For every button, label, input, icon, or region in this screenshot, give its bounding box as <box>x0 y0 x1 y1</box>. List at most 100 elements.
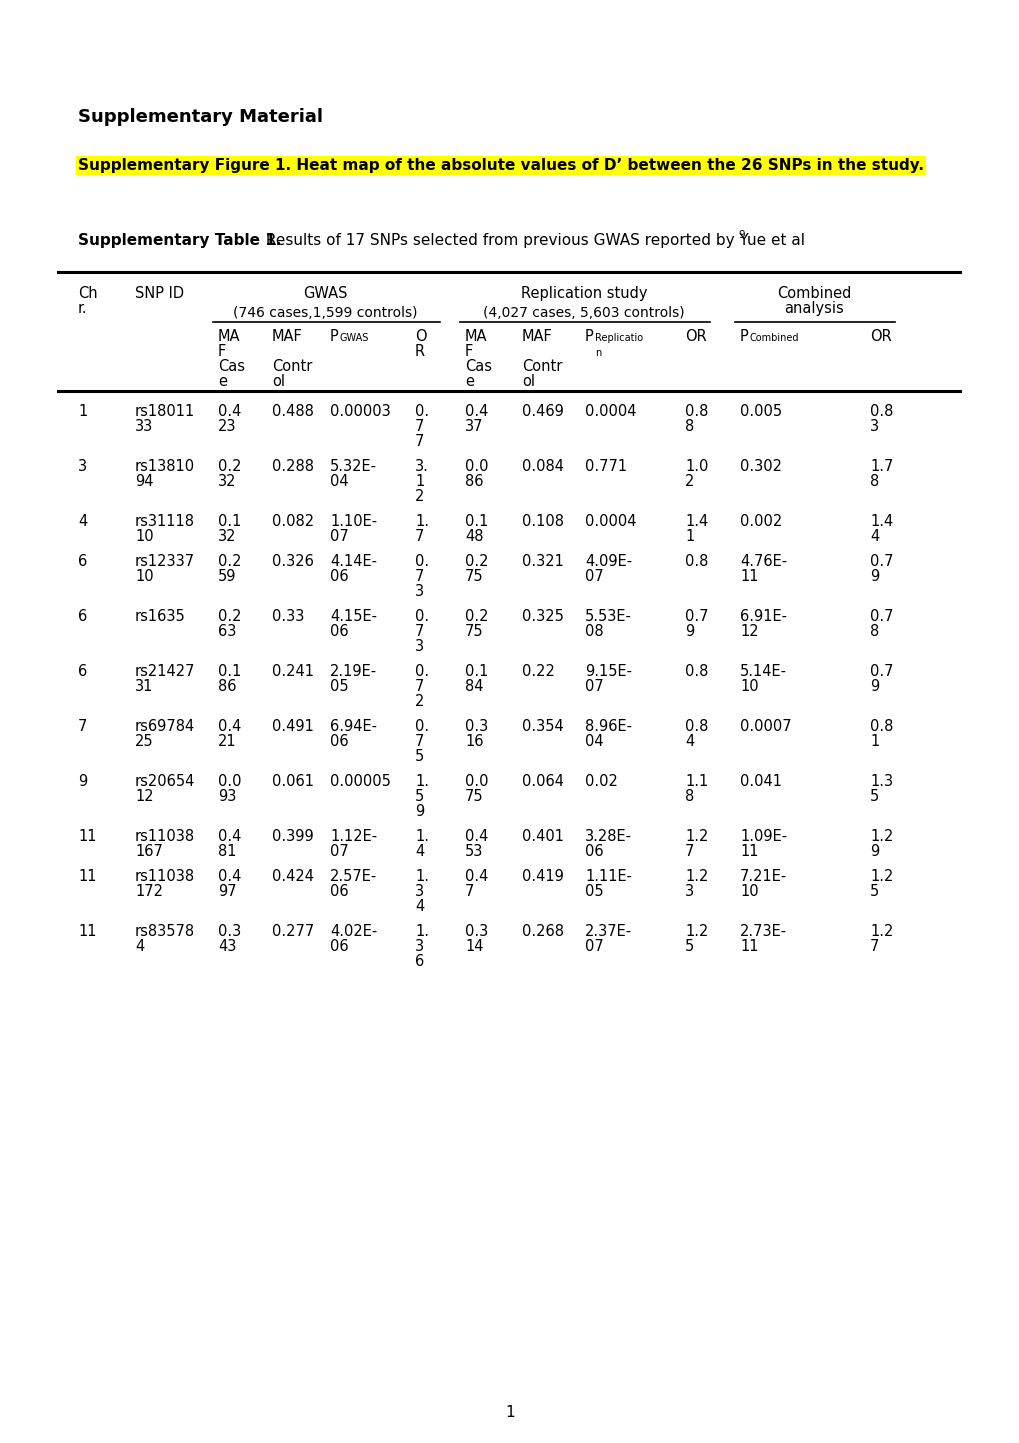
Text: 63: 63 <box>218 623 236 639</box>
Text: 8: 8 <box>685 418 694 434</box>
Text: 1.0: 1.0 <box>685 459 707 473</box>
Text: 14: 14 <box>465 939 483 954</box>
Text: 2.19E-: 2.19E- <box>330 664 377 680</box>
Text: 3.28E-: 3.28E- <box>585 828 632 844</box>
Text: 08: 08 <box>585 623 603 639</box>
Text: 1.4: 1.4 <box>685 514 707 530</box>
Text: analysis: analysis <box>784 302 843 316</box>
Text: 7: 7 <box>685 844 694 859</box>
Text: 4: 4 <box>415 899 424 913</box>
Text: 1.09E-: 1.09E- <box>739 828 787 844</box>
Text: ol: ol <box>272 374 284 390</box>
Text: 0.4: 0.4 <box>465 869 488 885</box>
Text: rs21427: rs21427 <box>135 664 196 680</box>
Text: 0.02: 0.02 <box>585 773 618 789</box>
Text: 05: 05 <box>330 680 348 694</box>
Text: 5.14E-: 5.14E- <box>739 664 787 680</box>
Text: 0.7: 0.7 <box>869 554 893 569</box>
Text: 0.8: 0.8 <box>869 404 893 418</box>
Text: 43: 43 <box>218 939 236 954</box>
Text: 0.3: 0.3 <box>465 924 488 939</box>
Text: 0.0: 0.0 <box>218 773 242 789</box>
Text: Replicatio: Replicatio <box>594 333 643 343</box>
Text: r.: r. <box>77 302 88 316</box>
Text: 0.424: 0.424 <box>272 869 314 885</box>
Text: 0.469: 0.469 <box>522 404 564 418</box>
Text: 0.491: 0.491 <box>272 719 314 734</box>
Text: 11: 11 <box>739 569 758 584</box>
Text: 9: 9 <box>869 680 878 694</box>
Text: MAF: MAF <box>522 329 552 343</box>
Text: 0.0004: 0.0004 <box>585 404 636 418</box>
Text: 04: 04 <box>330 473 348 489</box>
Text: rs83578: rs83578 <box>135 924 195 939</box>
Text: 0.3: 0.3 <box>218 924 242 939</box>
Text: Cas: Cas <box>465 359 491 374</box>
Text: 4.76E-: 4.76E- <box>739 554 787 569</box>
Text: 6.94E-: 6.94E- <box>330 719 377 734</box>
Text: 0.4: 0.4 <box>218 404 242 418</box>
Text: 0.: 0. <box>415 609 429 623</box>
Text: Replication study: Replication study <box>521 286 647 302</box>
Text: 0.4: 0.4 <box>465 404 488 418</box>
Text: Supplementary Table 1.: Supplementary Table 1. <box>77 232 281 248</box>
Text: 25: 25 <box>135 734 154 749</box>
Text: 3: 3 <box>77 459 87 473</box>
Text: 0.: 0. <box>415 719 429 734</box>
Text: 7: 7 <box>415 530 424 544</box>
Text: ol: ol <box>522 374 535 390</box>
Text: 7: 7 <box>415 418 424 434</box>
Text: 86: 86 <box>218 680 236 694</box>
Text: 0.1: 0.1 <box>218 664 242 680</box>
Text: 07: 07 <box>330 844 348 859</box>
Text: Supplementary Figure 1. Heat map of the absolute values of D’ between the 26 SNP: Supplementary Figure 1. Heat map of the … <box>77 157 923 173</box>
Text: 9.15E-: 9.15E- <box>585 664 632 680</box>
Text: 4: 4 <box>869 530 878 544</box>
Text: OR: OR <box>685 329 706 343</box>
Text: 05: 05 <box>585 885 603 899</box>
Text: 1.: 1. <box>415 773 429 789</box>
Text: 1: 1 <box>869 734 878 749</box>
Text: P: P <box>739 329 748 343</box>
Text: rs12337: rs12337 <box>135 554 195 569</box>
Text: 81: 81 <box>218 844 236 859</box>
Text: 93: 93 <box>218 789 236 804</box>
Text: 84: 84 <box>465 680 483 694</box>
Text: 31: 31 <box>135 680 153 694</box>
Text: 4.02E-: 4.02E- <box>330 924 377 939</box>
Text: 04: 04 <box>585 734 603 749</box>
Text: 0.082: 0.082 <box>272 514 314 530</box>
Text: 0.2: 0.2 <box>218 554 242 569</box>
Text: 0.4: 0.4 <box>465 828 488 844</box>
Text: 11: 11 <box>739 844 758 859</box>
Text: 2: 2 <box>685 473 694 489</box>
Text: 6: 6 <box>415 954 424 970</box>
Text: Contr: Contr <box>522 359 561 374</box>
Text: 97: 97 <box>218 885 236 899</box>
Text: 16: 16 <box>465 734 483 749</box>
Text: 3: 3 <box>415 584 424 599</box>
Text: 07: 07 <box>585 569 603 584</box>
Text: 23: 23 <box>218 418 236 434</box>
Text: 0.005: 0.005 <box>739 404 782 418</box>
Text: 9: 9 <box>869 844 878 859</box>
Text: 11: 11 <box>77 924 97 939</box>
Text: rs11038: rs11038 <box>135 869 195 885</box>
Text: 10: 10 <box>739 680 758 694</box>
Text: rs20654: rs20654 <box>135 773 196 789</box>
Text: 0.1: 0.1 <box>465 514 488 530</box>
Text: 1.2: 1.2 <box>685 924 707 939</box>
Text: 0.268: 0.268 <box>522 924 564 939</box>
Text: 172: 172 <box>135 885 163 899</box>
Text: 4.14E-: 4.14E- <box>330 554 377 569</box>
Text: 0.2: 0.2 <box>465 554 488 569</box>
Text: 06: 06 <box>585 844 603 859</box>
Text: e: e <box>218 374 227 390</box>
Text: 94: 94 <box>135 473 153 489</box>
Text: 0.00003: 0.00003 <box>330 404 390 418</box>
Text: rs1635: rs1635 <box>135 609 185 623</box>
Text: 0.4: 0.4 <box>218 828 242 844</box>
Text: rs18011: rs18011 <box>135 404 195 418</box>
Text: (4,027 cases, 5,603 controls): (4,027 cases, 5,603 controls) <box>483 306 684 320</box>
Text: rs13810: rs13810 <box>135 459 195 473</box>
